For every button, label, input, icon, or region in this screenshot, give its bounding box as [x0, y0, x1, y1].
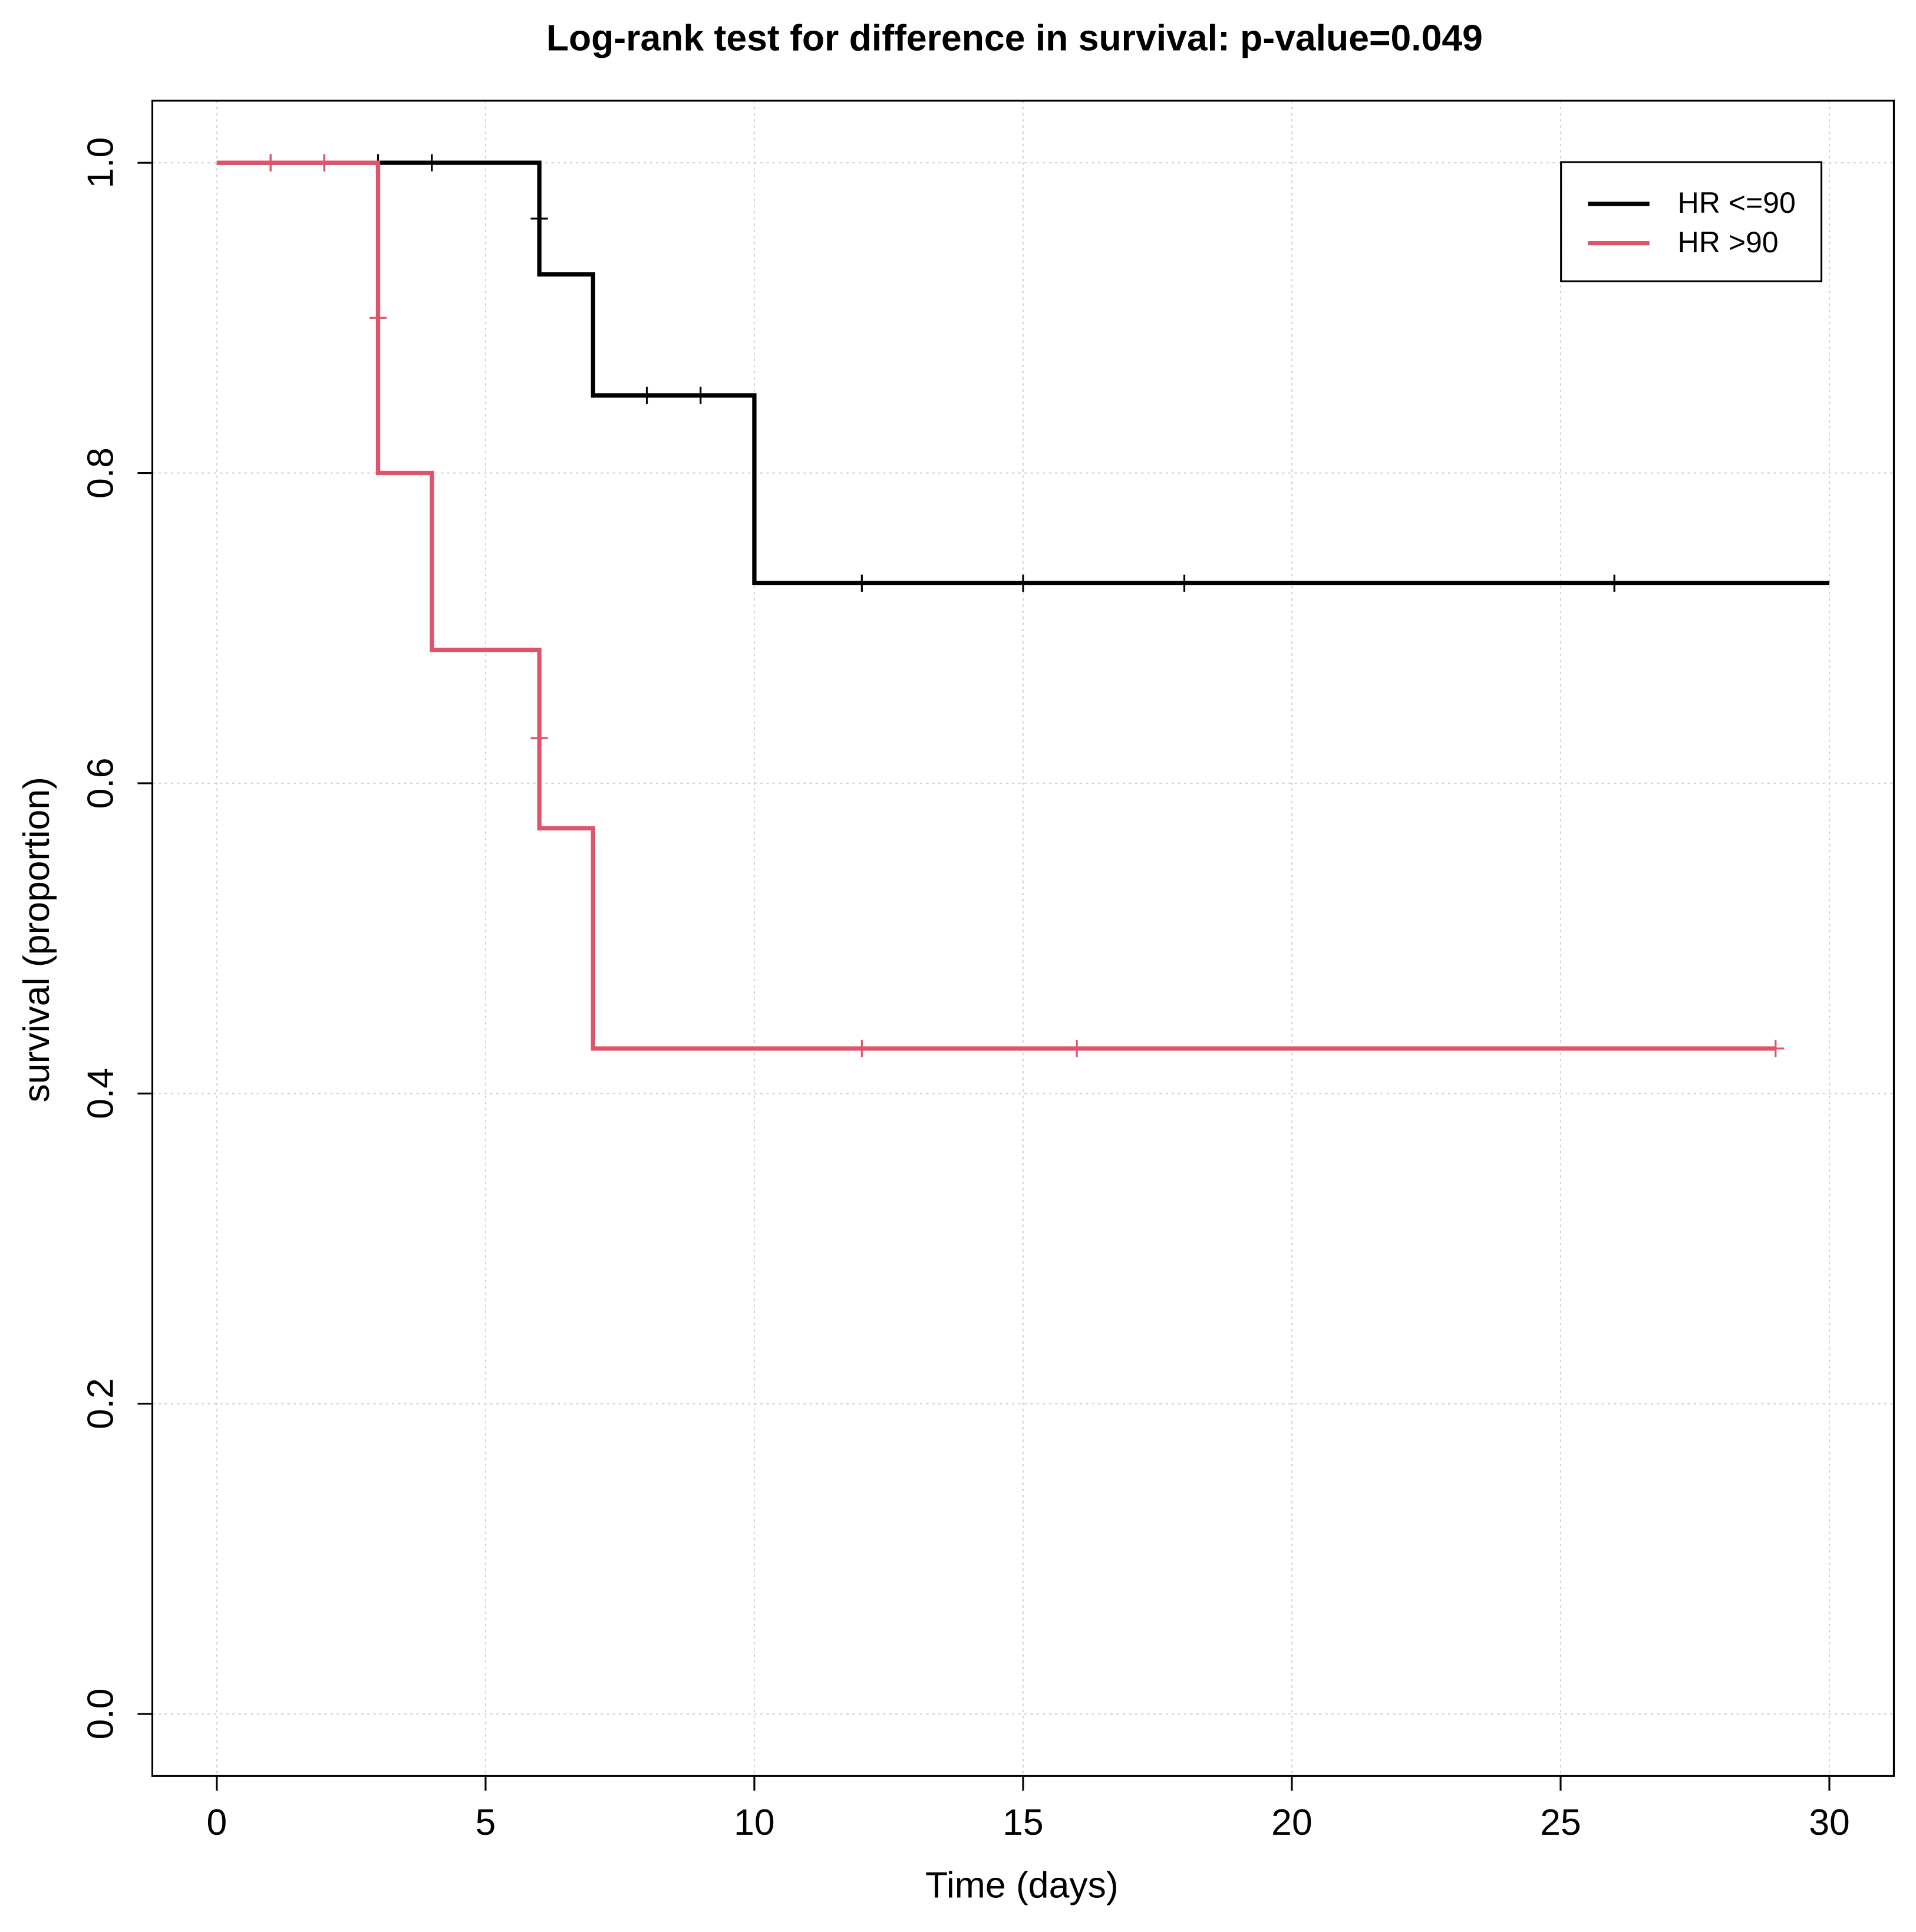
x-tick-label: 30 — [1809, 1802, 1850, 1843]
x-tick-label: 0 — [207, 1802, 227, 1843]
y-tick-label: 0.8 — [80, 447, 121, 499]
x-tick-label: 5 — [476, 1802, 496, 1843]
censor-mark — [1068, 1040, 1086, 1057]
y-tick-label: 0.2 — [80, 1378, 121, 1429]
chart-title: Log-rank test for difference in survival… — [546, 17, 1483, 58]
x-tick-label: 15 — [1002, 1802, 1044, 1843]
survival-curve — [216, 160, 1829, 586]
plot-frame — [151, 100, 1895, 1777]
censor-mark — [853, 1040, 870, 1057]
y-tick-label: 0.4 — [80, 1068, 121, 1119]
censor-mark — [853, 574, 870, 592]
censor-mark — [262, 154, 279, 172]
censor-mark — [315, 154, 333, 172]
x-tick-label: 10 — [734, 1802, 775, 1843]
y-tick-label: 0.6 — [80, 757, 121, 809]
censor-mark — [1175, 574, 1193, 592]
censor-mark — [692, 387, 710, 404]
censor-mark — [1014, 574, 1032, 592]
y-tick-label: 1.0 — [80, 137, 121, 189]
censor-mark — [530, 210, 548, 228]
censor-mark — [369, 309, 387, 327]
y-tick-label: 0.0 — [80, 1689, 121, 1740]
y-axis-label: survival (proportion) — [16, 777, 57, 1102]
censor-mark — [1767, 1040, 1785, 1057]
legend-box — [1560, 161, 1823, 282]
censor-mark — [423, 154, 441, 172]
x-tick-label: 20 — [1271, 1802, 1312, 1843]
censor-mark — [1605, 574, 1623, 592]
legend-label: HR >90 — [1678, 226, 1779, 259]
x-tick-label: 25 — [1540, 1802, 1581, 1843]
legend-label: HR <=90 — [1678, 186, 1796, 219]
x-axis-label: Time (days) — [925, 1864, 1119, 1905]
censor-mark — [530, 730, 548, 747]
survival-curve — [216, 160, 1776, 1051]
censor-mark — [638, 387, 656, 404]
